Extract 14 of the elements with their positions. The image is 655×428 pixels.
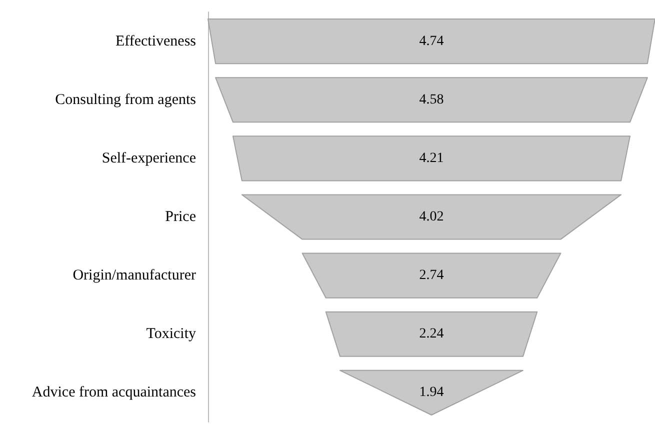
data-label: 4.58	[419, 92, 444, 108]
category-label: Consulting from agents	[55, 92, 196, 108]
data-label: 2.74	[419, 268, 444, 284]
category-label: Advice from acquaintances	[32, 384, 196, 401]
data-label: 4.74	[419, 34, 444, 49]
category-label: Self-experience	[102, 150, 196, 166]
data-label: 2.24	[419, 326, 444, 342]
category-label: Price	[165, 209, 196, 225]
category-label: Effectiveness	[115, 33, 196, 50]
data-label: 1.94	[419, 385, 444, 400]
category-label: Origin/manufacturer	[72, 268, 196, 284]
data-label: 4.21	[419, 150, 444, 166]
data-label: 4.02	[419, 210, 444, 224]
category-label: Toxicity	[146, 326, 196, 342]
